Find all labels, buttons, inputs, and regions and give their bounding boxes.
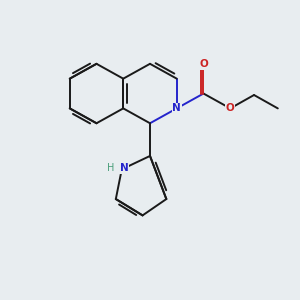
Text: N: N: [120, 163, 128, 173]
Text: H: H: [107, 163, 114, 173]
Text: O: O: [226, 103, 235, 113]
Text: N: N: [172, 103, 181, 113]
Text: O: O: [199, 59, 208, 69]
